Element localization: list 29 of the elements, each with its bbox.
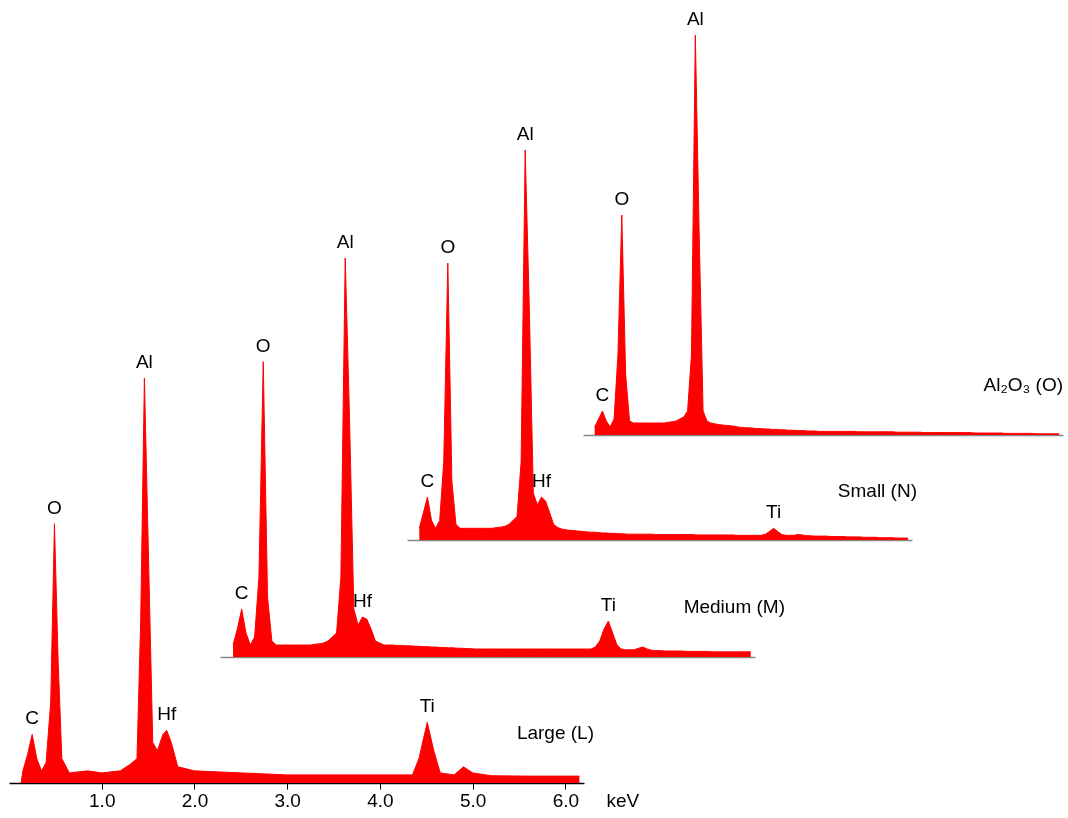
series-label: Small (N) bbox=[837, 480, 917, 501]
series-label: Large (L) bbox=[516, 721, 594, 743]
annotation: C bbox=[595, 384, 610, 405]
annotation: Al bbox=[686, 8, 704, 29]
annotation: Hf bbox=[157, 703, 177, 725]
annotation: O bbox=[440, 236, 456, 258]
annotation: Al bbox=[336, 231, 354, 252]
annotation: Al bbox=[135, 351, 153, 372]
x-axis-title: keV bbox=[606, 789, 640, 811]
annotation: Hf bbox=[352, 590, 373, 612]
annotation: Ti bbox=[419, 695, 435, 717]
annotation: O bbox=[47, 496, 62, 518]
annotation: Hf bbox=[531, 470, 552, 492]
annotation: Ti bbox=[600, 594, 616, 616]
x-tick-label: 4.0 bbox=[367, 789, 394, 811]
series-label: Al₂O₃ (O) bbox=[983, 374, 1063, 395]
annotation: C bbox=[420, 470, 435, 492]
annotation: Al bbox=[516, 123, 534, 144]
series-label: Medium (M) bbox=[683, 596, 785, 618]
x-tick-label: 6.0 bbox=[552, 789, 580, 811]
annotation: O bbox=[255, 334, 271, 356]
x-tick-label: 5.0 bbox=[460, 789, 487, 811]
annotation: Ti bbox=[766, 501, 782, 523]
x-tick-label: 3.0 bbox=[274, 789, 301, 811]
x-tick-label: 1.0 bbox=[89, 789, 116, 811]
annotation: C bbox=[25, 707, 40, 729]
x-tick-label: 2.0 bbox=[181, 789, 209, 811]
annotation: C bbox=[234, 582, 249, 604]
annotation: O bbox=[614, 188, 630, 209]
